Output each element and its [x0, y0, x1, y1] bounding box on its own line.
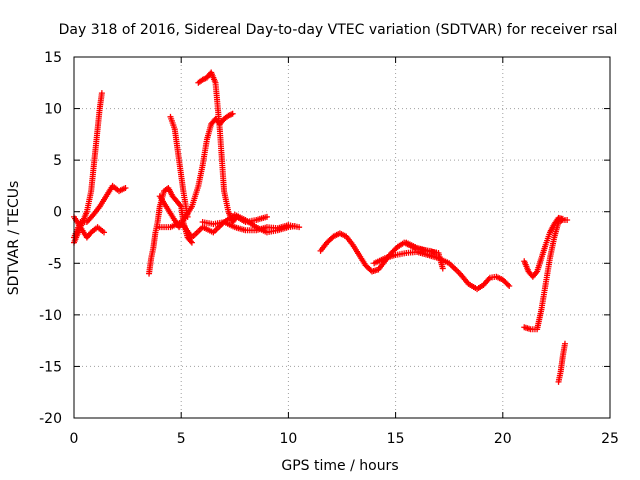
series-arc12 — [403, 239, 446, 272]
series-arc7 — [156, 110, 236, 231]
data-point — [564, 216, 571, 223]
x-tick-label: 15 — [387, 431, 405, 447]
y-axis-label: SDTVAR / TECUs — [6, 181, 22, 296]
y-tick-label: -15 — [39, 359, 62, 375]
series-arc3 — [71, 182, 129, 241]
series-arc9 — [199, 211, 298, 236]
data-point — [188, 239, 195, 246]
chart-title: Day 318 of 2016, Sidereal Day-to-day VTE… — [59, 22, 618, 38]
y-tick-label: 0 — [53, 205, 62, 221]
data-point — [533, 269, 540, 276]
axis-ticks: 0 5 10 15 20 25 -20 -15 -10 -5 0 5 10 15 — [39, 50, 619, 447]
data-point — [296, 224, 303, 231]
grid — [74, 57, 610, 418]
data-point — [504, 281, 511, 288]
y-tick-label: -20 — [39, 411, 62, 427]
series-arc8 — [195, 69, 270, 226]
y-tick-label: 5 — [53, 153, 62, 169]
y-tick-label: -10 — [39, 308, 62, 324]
x-tick-label: 5 — [177, 431, 186, 447]
data-point — [439, 265, 446, 272]
data-point — [229, 110, 236, 117]
x-axis-label: GPS time / hours — [281, 458, 398, 474]
data-point — [177, 202, 184, 209]
plot-frame — [73, 56, 611, 419]
data-point — [187, 238, 194, 245]
x-tick-label: 25 — [601, 431, 619, 447]
y-tick-label: 15 — [44, 50, 62, 66]
data-point — [561, 340, 568, 347]
y-tick-label: -5 — [48, 256, 62, 272]
data-point — [291, 223, 298, 230]
x-tick-label: 20 — [494, 431, 512, 447]
y-tick-label: 10 — [44, 102, 62, 118]
data-point — [101, 229, 108, 236]
data-point — [98, 90, 105, 97]
data-point — [506, 282, 513, 289]
x-tick-label: 10 — [279, 431, 297, 447]
data-point — [263, 213, 270, 220]
data-points — [71, 69, 571, 385]
x-tick-label: 0 — [70, 431, 79, 447]
series-arc14 — [521, 216, 571, 333]
data-point — [122, 184, 129, 191]
series-arc15 — [555, 340, 568, 385]
